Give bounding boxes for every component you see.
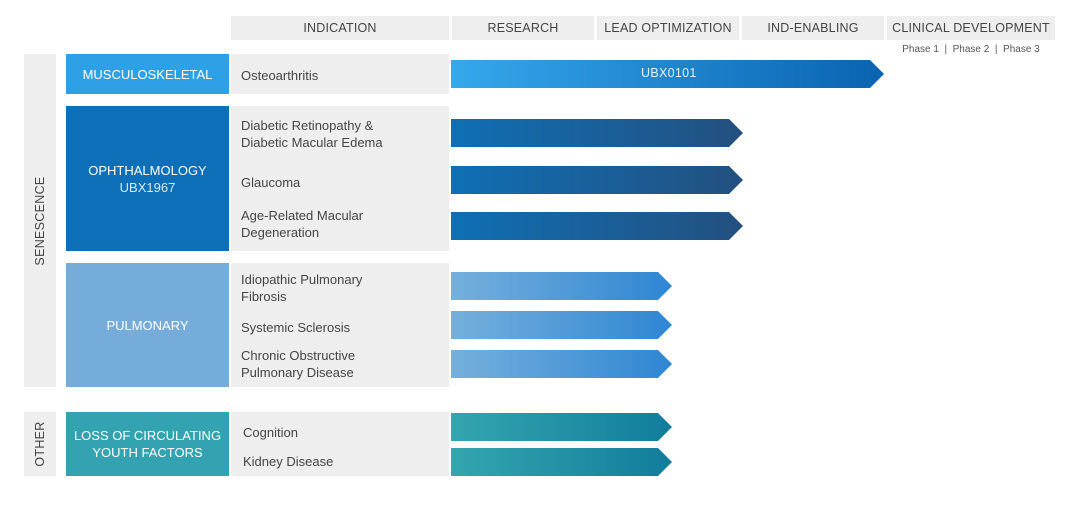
arrow-copd — [451, 350, 672, 378]
category-pulmonary: PULMONARY — [66, 263, 229, 387]
indication-ipf: Idiopathic Pulmonary Fibrosis — [241, 271, 362, 305]
arrow-glaucoma — [451, 166, 743, 194]
category-musculoskeletal-label: MUSCULOSKELETAL — [82, 66, 213, 82]
category-ophthalmology: OPHTHALMOLOGY UBX1967 — [66, 106, 229, 251]
header-research: RESEARCH — [452, 16, 594, 40]
arrow-systemic-sclerosis — [451, 311, 672, 339]
arrow-amd — [451, 212, 743, 240]
indication-ipf-line2: Fibrosis — [241, 289, 287, 304]
indication-diabetic-retinopathy-line2: Diabetic Macular Edema — [241, 135, 383, 150]
header-lead-optimization: LEAD OPTIMIZATION — [597, 16, 739, 40]
arrow-osteoarthritis-label: UBX0101 — [641, 66, 697, 80]
category-ophthalmology-label: OPHTHALMOLOGY — [88, 162, 207, 178]
indication-copd-line1: Chronic Obstructive — [241, 348, 356, 363]
group-other: OTHER — [24, 412, 56, 476]
indication-copd-line2: Pulmonary Disease — [241, 365, 354, 380]
category-ophthalmology-compound: UBX1967 — [119, 179, 176, 195]
arrow-ipf — [451, 272, 672, 300]
arrow-kidney-disease — [451, 448, 672, 476]
indication-amd: Age-Related Macular Degeneration — [241, 207, 363, 241]
group-senescence: SENESCENCE — [24, 54, 56, 387]
phase-labels: Phase 1 | Phase 2 | Phase 3 — [902, 44, 1040, 55]
indication-glaucoma: Glaucoma — [241, 175, 301, 190]
indication-amd-line2: Degeneration — [241, 225, 320, 240]
indication-diabetic-retinopathy-line1: Diabetic Retinopathy & — [241, 118, 374, 133]
category-musculoskeletal: MUSCULOSKELETAL — [66, 54, 229, 94]
indication-panel-pulmonary — [231, 263, 449, 387]
indication-ipf-line1: Idiopathic Pulmonary — [241, 272, 363, 287]
arrow-diabetic-retinopathy — [451, 119, 743, 147]
indication-kidney-disease: Kidney Disease — [243, 454, 334, 469]
category-youth-factors: LOSS OF CIRCULATING YOUTH FACTORS — [66, 412, 229, 476]
indication-panel-ophthalmology — [231, 106, 449, 251]
indication-cognition: Cognition — [243, 425, 298, 440]
indication-amd-line1: Age-Related Macular — [241, 208, 364, 223]
indication-systemic-sclerosis: Systemic Sclerosis — [241, 320, 351, 335]
indication-osteoarthritis: Osteoarthritis — [241, 68, 319, 83]
indication-copd: Chronic Obstructive Pulmonary Disease — [241, 347, 355, 381]
category-youth-factors-label-2: YOUTH FACTORS — [92, 445, 203, 460]
header-clinical-development: CLINICAL DEVELOPMENT — [887, 16, 1055, 40]
arrow-osteoarthritis — [451, 60, 884, 88]
indication-panel-youth-factors — [231, 412, 449, 476]
indication-panel-musculoskeletal — [231, 54, 449, 94]
arrow-cognition — [451, 413, 672, 441]
indication-diabetic-retinopathy: Diabetic Retinopathy & Diabetic Macular … — [241, 117, 383, 151]
category-youth-factors-label-1: LOSS OF CIRCULATING — [73, 428, 222, 443]
category-pulmonary-label: PULMONARY — [106, 317, 189, 333]
header-ind-enabling: IND-ENABLING — [742, 16, 884, 40]
header-indication: INDICATION — [231, 16, 449, 40]
